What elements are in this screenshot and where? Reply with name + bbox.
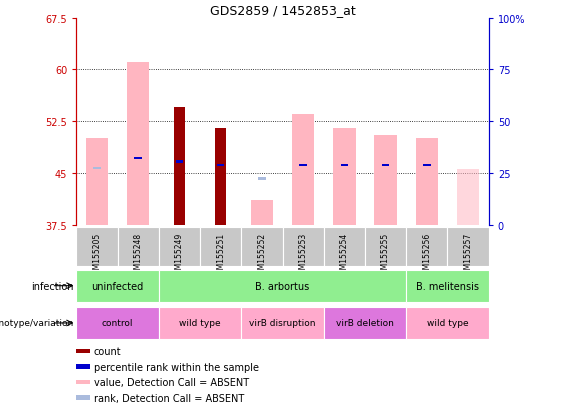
Bar <box>76 380 90 384</box>
Text: wild type: wild type <box>427 319 468 328</box>
Bar <box>457 170 480 225</box>
Bar <box>250 201 273 225</box>
Bar <box>406 270 489 302</box>
Bar <box>200 227 241 266</box>
Text: virB deletion: virB deletion <box>336 319 394 328</box>
Bar <box>76 227 118 266</box>
Bar <box>365 227 406 266</box>
Bar <box>292 115 315 225</box>
Text: infection: infection <box>31 281 73 291</box>
Bar <box>415 139 438 225</box>
Bar <box>76 349 90 354</box>
Bar <box>159 227 200 266</box>
Bar <box>241 227 282 266</box>
Text: rank, Detection Call = ABSENT: rank, Detection Call = ABSENT <box>94 393 244 403</box>
Text: B. arbortus: B. arbortus <box>255 281 310 291</box>
Bar <box>134 157 142 160</box>
Text: GSM155251: GSM155251 <box>216 232 225 278</box>
Bar <box>423 164 431 166</box>
Text: GSM155252: GSM155252 <box>258 232 266 278</box>
Bar <box>173 108 185 225</box>
Text: GSM155253: GSM155253 <box>299 232 307 278</box>
Text: GSM155255: GSM155255 <box>381 232 390 278</box>
Bar <box>406 307 489 339</box>
Text: GSM155256: GSM155256 <box>423 232 431 278</box>
Bar <box>258 178 266 180</box>
Text: wild type: wild type <box>179 319 221 328</box>
Text: virB disruption: virB disruption <box>249 319 316 328</box>
Text: value, Detection Call = ABSENT: value, Detection Call = ABSENT <box>94 377 249 387</box>
Bar <box>127 63 150 225</box>
Bar <box>118 227 159 266</box>
Bar <box>282 227 324 266</box>
Text: GSM155249: GSM155249 <box>175 232 184 278</box>
Bar <box>76 307 159 339</box>
Bar <box>76 396 90 400</box>
Bar <box>406 227 447 266</box>
Text: GSM155205: GSM155205 <box>93 232 101 278</box>
Bar <box>215 129 227 225</box>
Bar <box>241 307 324 339</box>
Bar <box>374 135 397 225</box>
Bar <box>299 164 307 166</box>
Text: uninfected: uninfected <box>92 281 144 291</box>
Text: count: count <box>94 346 121 356</box>
Bar <box>447 227 489 266</box>
Title: GDS2859 / 1452853_at: GDS2859 / 1452853_at <box>210 5 355 17</box>
Bar <box>341 164 348 166</box>
Bar <box>333 129 356 225</box>
Text: B. melitensis: B. melitensis <box>416 281 479 291</box>
Bar <box>324 307 406 339</box>
Bar <box>85 139 108 225</box>
Bar <box>76 270 159 302</box>
Bar <box>217 164 224 166</box>
Text: GSM155257: GSM155257 <box>464 232 472 278</box>
Bar <box>176 161 183 163</box>
Bar <box>324 227 365 266</box>
Bar <box>159 270 406 302</box>
Bar <box>159 307 241 339</box>
Text: GSM155248: GSM155248 <box>134 232 142 278</box>
Text: percentile rank within the sample: percentile rank within the sample <box>94 362 259 372</box>
Bar <box>382 164 389 166</box>
Bar <box>76 365 90 369</box>
Text: control: control <box>102 319 133 328</box>
Bar <box>93 168 101 170</box>
Text: genotype/variation: genotype/variation <box>0 319 73 328</box>
Text: GSM155254: GSM155254 <box>340 232 349 278</box>
